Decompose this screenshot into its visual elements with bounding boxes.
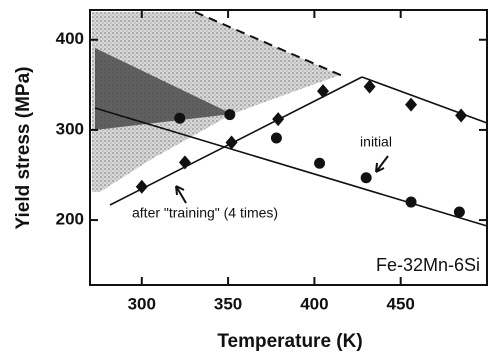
circle-point <box>224 109 236 121</box>
diamond-point <box>363 79 376 94</box>
series-label: initial <box>360 134 392 150</box>
diamond-point <box>317 84 330 99</box>
diamond-point <box>272 112 285 127</box>
x-axis-title: Temperature (K) <box>217 331 362 352</box>
y-tick-label: 200 <box>56 210 84 229</box>
x-tick-label: 450 <box>387 294 415 313</box>
y-tick-label: 300 <box>56 119 84 138</box>
y-tick-label: 400 <box>56 29 84 48</box>
circle-point <box>174 112 186 124</box>
diamond-point <box>225 135 238 150</box>
diamond-point <box>135 179 148 194</box>
circle-point <box>405 196 417 208</box>
y-axis-title: Yield stress (MPa) <box>13 67 34 230</box>
shaded-region <box>92 12 340 192</box>
diamond-point <box>455 108 468 123</box>
diamond-point <box>405 97 418 112</box>
arrow <box>175 185 187 204</box>
x-tick-label: 300 <box>128 294 156 313</box>
dashed-line <box>194 11 346 78</box>
circle-point <box>314 157 326 169</box>
series-label: after "training" (4 times) <box>132 205 278 221</box>
fit-line <box>361 76 488 124</box>
circle-point <box>360 172 372 184</box>
diamond-point <box>178 155 191 170</box>
circle-point <box>270 132 282 144</box>
x-tick-label: 400 <box>300 294 328 313</box>
annotation: Fe-32Mn-6Si <box>376 255 480 275</box>
plot-frame <box>89 9 488 286</box>
fit-line <box>94 107 488 227</box>
x-tick-label: 350 <box>214 294 242 313</box>
dark-region <box>95 48 232 130</box>
circle-point <box>453 206 465 218</box>
arrow <box>375 155 389 173</box>
